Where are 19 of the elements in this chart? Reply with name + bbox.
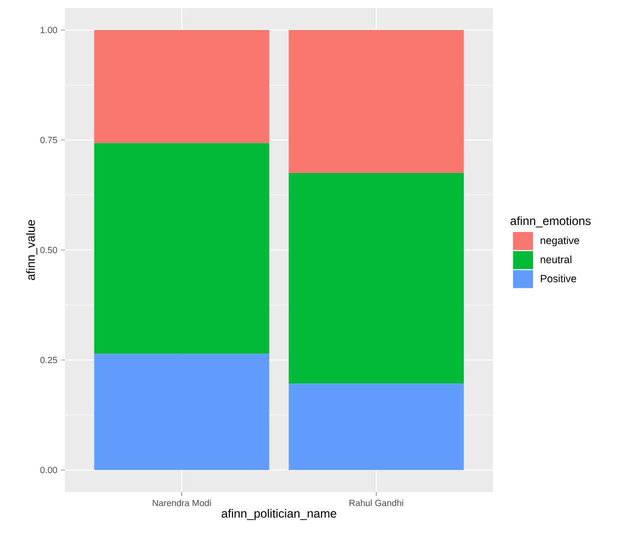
legend-label: Positive [540, 274, 576, 282]
bar [288, 30, 464, 173]
y-tick-label: 0.25 [40, 356, 58, 364]
legend-label: negative [540, 236, 580, 246]
legend-label: neutral [540, 256, 572, 264]
y-tick-label: 0.50 [40, 246, 58, 254]
bar [94, 30, 270, 144]
y-axis-title: afinn_value [26, 220, 38, 280]
bar [94, 354, 270, 470]
bar [94, 143, 270, 354]
bar [288, 172, 464, 384]
x-tick-label: Rahul Gandhi [350, 500, 404, 506]
x-tick-label: Narendra Modi [152, 500, 211, 506]
x-axis-title: afinn_politician_name [222, 508, 336, 520]
y-tick-label: 0.00 [40, 466, 58, 474]
y-tick-label: 1.00 [40, 26, 58, 34]
legend-title: afinn_emotions [510, 216, 591, 228]
y-tick-label: 0.75 [40, 136, 58, 144]
bar [288, 384, 464, 470]
